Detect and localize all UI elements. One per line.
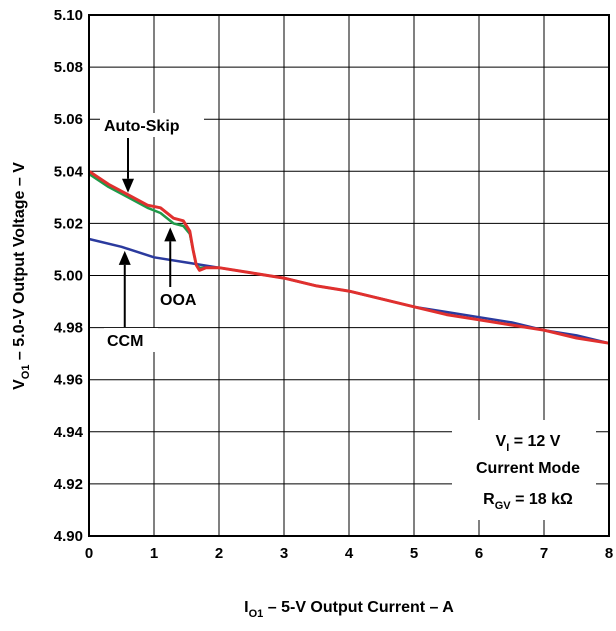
series-line-auto-skip xyxy=(88,170,610,345)
x-tick-label: 0 xyxy=(85,545,93,562)
x-axis-title: IO1 – 5-V Output Current – A xyxy=(244,599,454,620)
y-tick-label: 4.98 xyxy=(54,320,83,337)
annotation-ooa: OOA xyxy=(160,292,197,309)
x-tick-label: 7 xyxy=(540,545,548,562)
annotation-ccm: CCM xyxy=(107,333,143,350)
arrow-ccm xyxy=(118,250,131,327)
y-tick-label: 5.02 xyxy=(54,215,83,232)
annotation-auto-skip: Auto-Skip xyxy=(104,118,180,135)
y-tick-label: 4.90 xyxy=(54,528,83,545)
y-tick-label: 5.08 xyxy=(54,59,83,76)
y-tick-labels: 4.90 4.92 4.94 4.96 4.98 5.00 5.02 5.04 5.06 5.08… xyxy=(54,7,84,545)
y-axis-title: VO1 – 5.0-V Output Voltage – V xyxy=(11,162,32,390)
x-tick-label: 1 xyxy=(150,545,158,562)
arrow-auto-skip xyxy=(122,138,134,193)
arrow-ooa xyxy=(164,227,177,287)
annotation-arrows xyxy=(118,138,177,327)
plot-frame xyxy=(88,14,610,537)
annotations: Auto-Skip OOA CCM xyxy=(100,113,211,352)
y-tick-label: 4.94 xyxy=(54,424,84,441)
condition-vi: VI = 12 V xyxy=(496,433,561,454)
x-tick-label: 6 xyxy=(475,545,483,562)
x-tick-label: 2 xyxy=(215,545,223,562)
x-tick-label: 8 xyxy=(605,545,613,562)
x-tick-label: 3 xyxy=(280,545,288,562)
y-tick-label: 5.10 xyxy=(54,7,83,24)
x-tick-label: 5 xyxy=(410,545,418,562)
y-tick-label: 4.96 xyxy=(54,372,83,389)
x-tick-label: 4 xyxy=(345,545,354,562)
condition-mode: Current Mode xyxy=(476,460,580,477)
y-tick-label: 5.00 xyxy=(54,268,83,285)
series-group xyxy=(88,170,610,345)
x-tick-labels: 0 1 2 3 4 5 6 7 8 xyxy=(85,545,613,562)
conditions-box: VI = 12 V Current Mode RGV = 18 kΩ xyxy=(452,420,596,520)
y-tick-label: 5.06 xyxy=(54,111,83,128)
y-tick-label: 4.92 xyxy=(54,476,83,493)
condition-rgv: RGV = 18 kΩ xyxy=(483,491,573,512)
y-tick-label: 5.04 xyxy=(54,163,84,180)
